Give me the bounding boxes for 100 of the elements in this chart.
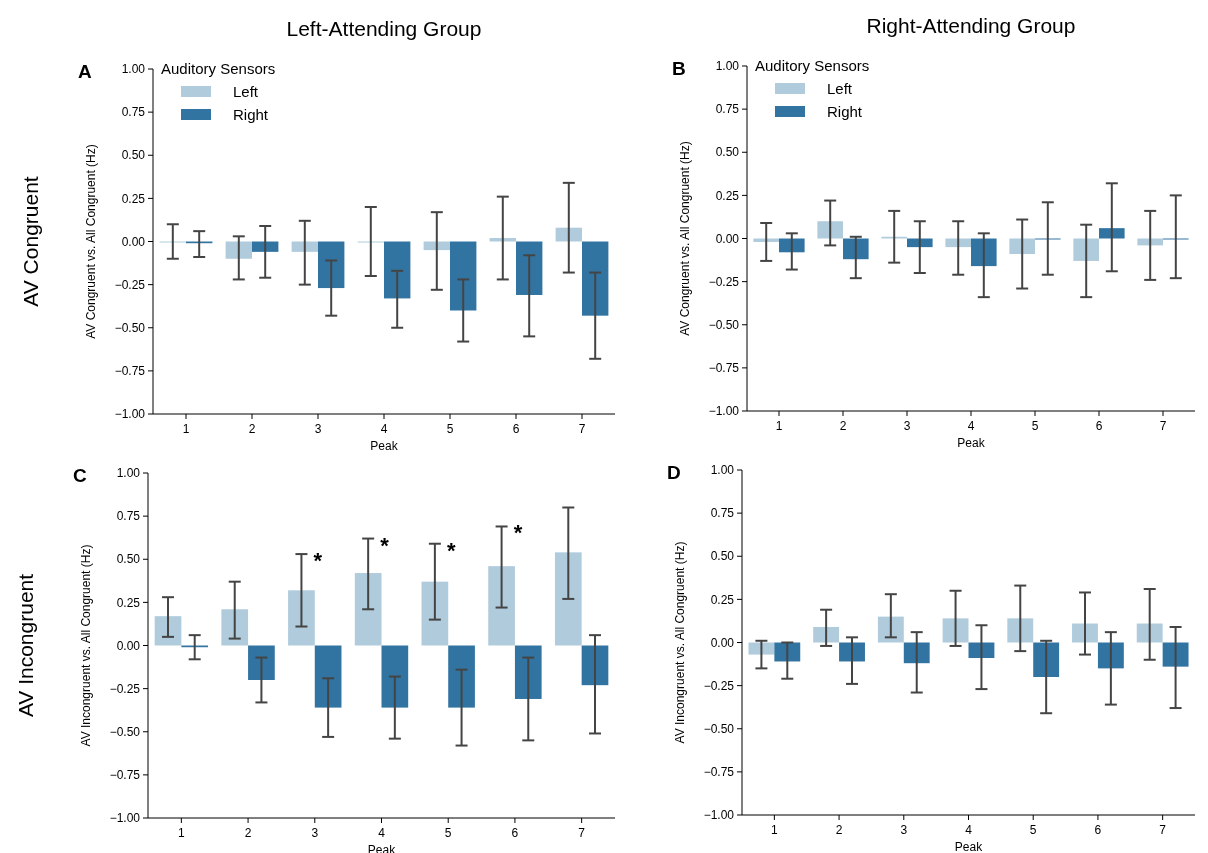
x-tick-label: 1	[771, 823, 779, 837]
y-tick-label: −0.50	[114, 320, 146, 335]
chart-title: Left-Attending Group	[286, 17, 482, 40]
bar	[1162, 642, 1189, 667]
x-tick-label: 4	[965, 823, 973, 837]
x-tick-label: 1	[775, 419, 783, 433]
bar	[1097, 642, 1124, 669]
x-tick-label: 2	[835, 823, 843, 837]
x-tick-label: 7	[1159, 419, 1167, 433]
y-tick-label: 0.00	[116, 638, 141, 653]
bar	[555, 227, 582, 242]
bar	[384, 241, 411, 299]
x-tick-label: 1	[182, 422, 190, 436]
x-tick-label: 6	[1095, 419, 1103, 433]
y-tick-label: 0.75	[121, 105, 146, 120]
y-axis-title: AV Congruent vs. All Congruent (Hz)	[678, 141, 692, 336]
legend-label: Right	[233, 106, 269, 124]
y-tick-label: 1.00	[116, 466, 141, 481]
bar	[1099, 228, 1125, 239]
y-tick-label: −0.50	[109, 724, 141, 739]
y-tick-label: 1.00	[121, 62, 146, 77]
y-axis-title: AV Congruent vs. All Congruent (Hz)	[84, 144, 98, 339]
x-tick-label: 5	[1029, 823, 1037, 837]
y-tick-label: 0.75	[710, 506, 735, 521]
annotation: *	[313, 548, 323, 574]
y-tick-label: −0.25	[703, 678, 735, 693]
bar	[1009, 238, 1035, 255]
bar	[903, 642, 930, 664]
chart-title: Right-Attending Group	[866, 14, 1076, 37]
y-tick-label: 0.00	[121, 234, 146, 249]
annotation: *	[380, 532, 390, 558]
x-tick-label: 7	[578, 826, 586, 840]
y-tick-label: 0.50	[710, 549, 735, 564]
y-tick-label: 0.25	[116, 595, 141, 610]
y-tick-label: −0.25	[109, 681, 141, 696]
y-tick-label: 0.00	[710, 635, 735, 650]
text: A	[78, 61, 92, 82]
bar	[514, 645, 542, 699]
x-tick-label: 3	[314, 422, 322, 436]
text: C	[73, 465, 87, 486]
x-tick-label: 6	[511, 826, 519, 840]
y-tick-label: −1.00	[109, 811, 141, 826]
y-tick-label: −0.50	[708, 317, 740, 332]
bar	[421, 581, 449, 646]
bar	[582, 241, 609, 316]
y-tick-label: 0.00	[715, 231, 740, 246]
bar	[489, 238, 516, 242]
x-axis-title: Peak	[370, 439, 399, 453]
bar	[318, 241, 345, 289]
x-axis-title: Peak	[954, 840, 984, 853]
text: B	[672, 58, 686, 79]
annotation: *	[446, 537, 456, 563]
bar	[843, 238, 869, 260]
bar	[248, 645, 275, 680]
x-tick-label: 3	[903, 419, 911, 433]
bar	[942, 618, 969, 643]
y-tick-label: 1.00	[710, 463, 735, 478]
x-tick-label: 5	[444, 826, 452, 840]
text: AV Congruent	[19, 176, 42, 307]
legend-label: Right	[827, 103, 863, 121]
y-tick-label: −0.75	[703, 765, 735, 780]
text: D	[667, 462, 681, 483]
legend-title: Auditory Sensors	[755, 57, 870, 74]
bar	[1033, 642, 1060, 677]
annotation: *	[513, 520, 523, 546]
bar	[554, 552, 582, 646]
bar	[877, 616, 904, 643]
y-tick-label: −1.00	[708, 404, 740, 419]
y-tick-label: −1.00	[114, 407, 146, 422]
bar	[1136, 623, 1163, 643]
bar	[971, 238, 997, 267]
y-tick-label: −0.25	[114, 277, 146, 292]
x-tick-label: 3	[900, 823, 908, 837]
y-tick-label: 0.25	[121, 191, 146, 206]
legend-label: Left	[233, 83, 259, 101]
y-tick-label: 0.25	[710, 592, 735, 607]
y-tick-label: −0.75	[708, 361, 740, 376]
bar	[221, 609, 249, 646]
x-tick-label: 2	[244, 826, 252, 840]
bar	[817, 221, 843, 239]
x-tick-label: 7	[578, 422, 586, 436]
legend-title: Auditory Sensors	[161, 60, 276, 77]
bar	[381, 645, 409, 708]
x-tick-label: 6	[1094, 823, 1102, 837]
bar	[288, 590, 315, 646]
y-tick-label: 0.50	[715, 145, 740, 160]
bar	[516, 241, 543, 295]
y-tick-label: 0.50	[116, 552, 141, 567]
y-tick-label: −1.00	[703, 808, 735, 823]
x-tick-label: 6	[512, 422, 520, 436]
y-tick-label: −0.25	[708, 274, 740, 289]
bar	[813, 626, 840, 643]
text: AV Incongruent	[14, 573, 37, 718]
bar	[450, 241, 477, 311]
y-tick-label: 0.50	[121, 148, 146, 163]
bar	[154, 616, 182, 646]
y-axis-title: AV Incongruent vs. All Congruent (Hz)	[79, 544, 93, 747]
y-axis-title: AV Incongruent vs. All Congruent (Hz)	[673, 541, 687, 744]
x-tick-label: 4	[967, 419, 975, 433]
bar	[1007, 618, 1034, 643]
